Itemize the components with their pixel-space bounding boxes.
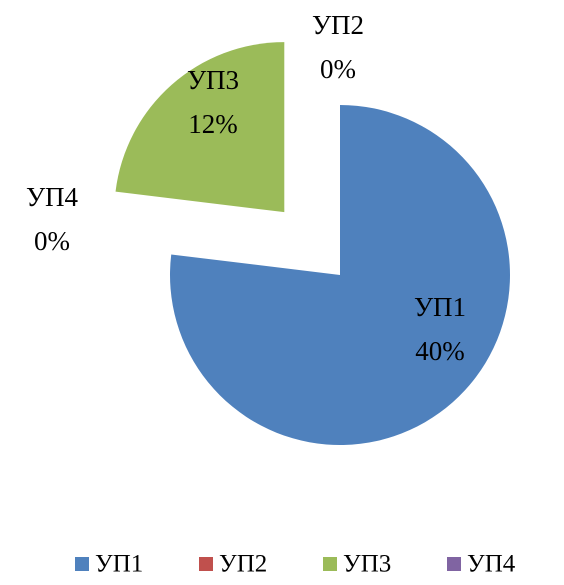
legend-label: УП1 [95,551,143,578]
slice-label-value: 0% [34,226,70,256]
pie-slice [115,42,285,213]
slice-label-value: 0% [320,54,356,84]
slice-label-value: 12% [188,109,238,139]
legend-label: УП4 [467,551,516,578]
legend-swatch [75,557,89,571]
slice-label-name: УП3 [187,65,239,95]
pie-slice [169,105,510,446]
slice-label-name: УП2 [312,10,364,40]
slice-label-name: УП1 [414,292,466,322]
legend-swatch [199,557,213,571]
legend-label: УП3 [343,551,391,578]
slice-label-value: 40% [415,336,465,366]
slice-label-name: УП4 [26,182,79,212]
legend-swatch [323,557,337,571]
legend-swatch [447,557,461,571]
legend-label: УП2 [219,551,267,578]
